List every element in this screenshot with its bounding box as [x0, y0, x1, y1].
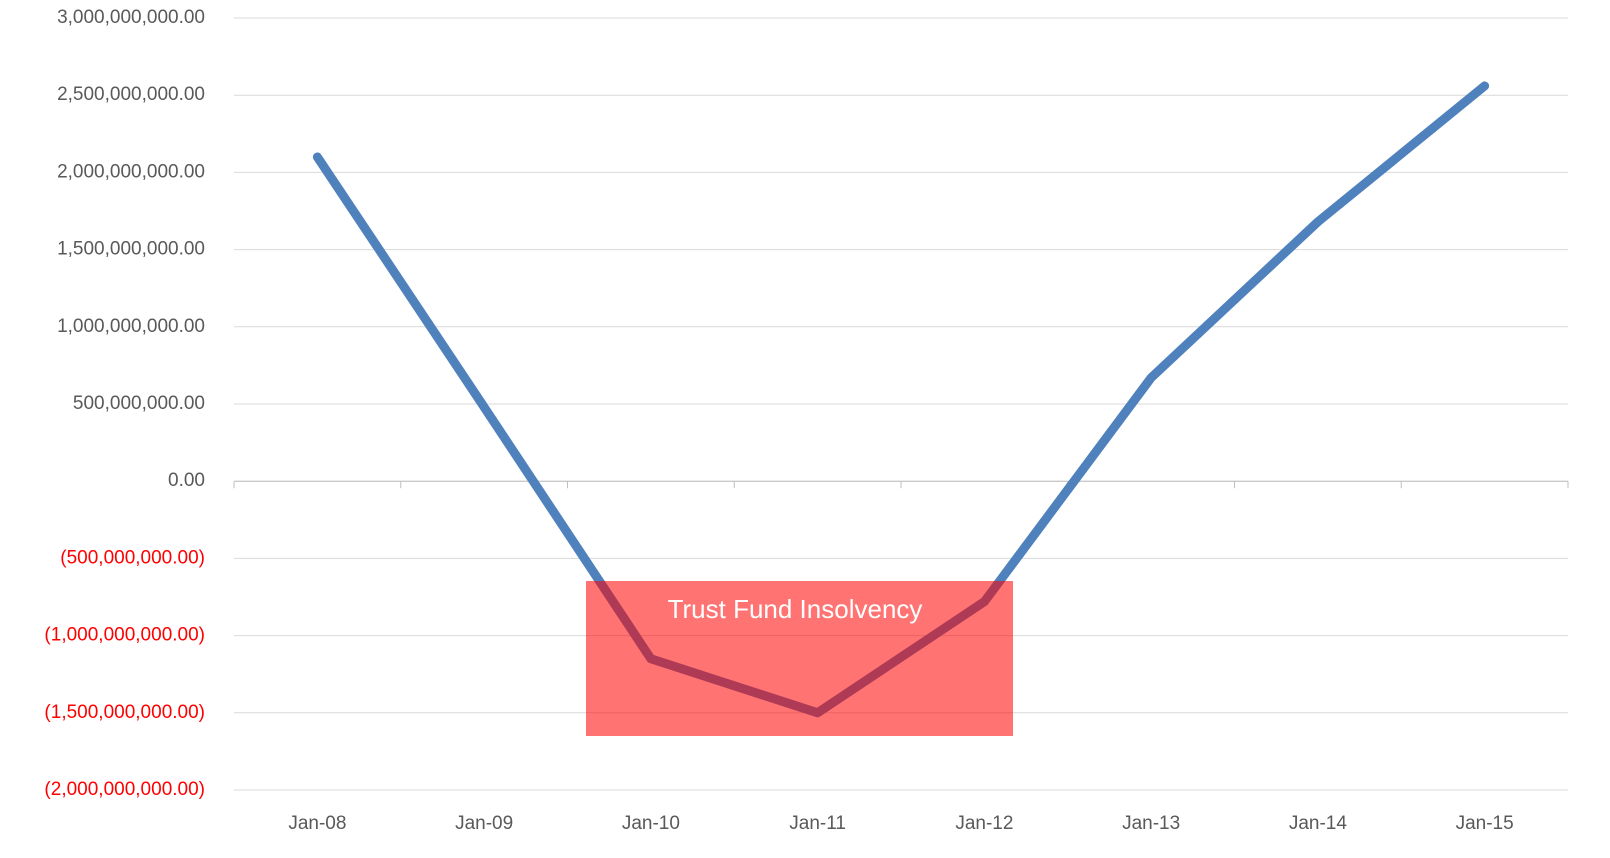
x-tick-label: Jan-08	[288, 813, 346, 834]
y-tick-label: 0.00	[168, 470, 205, 491]
y-tick-label: 2,500,000,000.00	[57, 84, 205, 105]
y-tick-label: 3,000,000,000.00	[57, 7, 205, 28]
y-tick-label: (1,000,000,000.00)	[44, 625, 205, 646]
y-tick-label: 1,500,000,000.00	[57, 239, 205, 260]
y-tick-label: (1,500,000,000.00)	[44, 702, 205, 723]
x-tick-label: Jan-13	[1122, 813, 1180, 834]
annotation-box	[586, 581, 1013, 736]
y-tick-label: 1,000,000,000.00	[57, 316, 205, 337]
y-tick-label: 500,000,000.00	[73, 393, 205, 414]
x-tick-label: Jan-10	[622, 813, 680, 834]
annotation-text: Trust Fund Insolvency	[668, 594, 923, 624]
y-tick-label: 2,000,000,000.00	[57, 161, 205, 182]
y-tick-label: (2,000,000,000.00)	[44, 779, 205, 800]
x-tick-label: Jan-14	[1289, 813, 1348, 834]
y-tick-label: (500,000,000.00)	[60, 547, 205, 568]
x-tick-label: Jan-09	[455, 813, 513, 834]
x-tick-label: Jan-11	[789, 813, 846, 834]
x-tick-label: Jan-15	[1456, 813, 1514, 834]
x-tick-label: Jan-12	[955, 813, 1013, 834]
